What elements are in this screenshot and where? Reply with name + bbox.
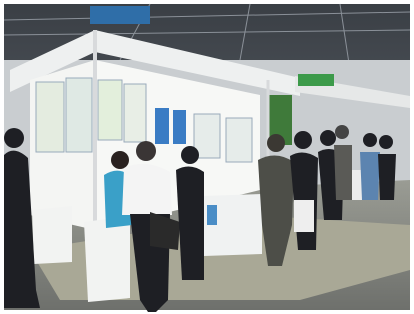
person-head <box>267 134 285 152</box>
person-head <box>111 151 129 169</box>
photo <box>0 0 414 314</box>
poster <box>98 80 122 140</box>
poster <box>226 118 252 162</box>
table <box>84 216 130 302</box>
poster <box>124 84 146 142</box>
table-sign <box>207 205 217 225</box>
banner <box>90 6 150 24</box>
person-head <box>335 125 349 139</box>
person-head <box>320 130 336 146</box>
person-head <box>136 141 156 161</box>
page: {} <box>0 0 414 314</box>
person <box>122 164 172 215</box>
poster <box>155 108 169 144</box>
poster <box>66 78 92 152</box>
table <box>32 206 72 264</box>
poster <box>36 82 64 152</box>
person-head <box>4 128 24 148</box>
scene <box>4 4 410 312</box>
person-head <box>294 131 312 149</box>
person-head <box>181 146 199 164</box>
person <box>360 152 380 200</box>
person-head <box>363 133 377 147</box>
bag <box>294 200 314 232</box>
person <box>378 154 396 200</box>
person-head <box>379 135 393 149</box>
poster <box>173 110 186 144</box>
sign <box>298 74 334 86</box>
person <box>334 145 352 200</box>
